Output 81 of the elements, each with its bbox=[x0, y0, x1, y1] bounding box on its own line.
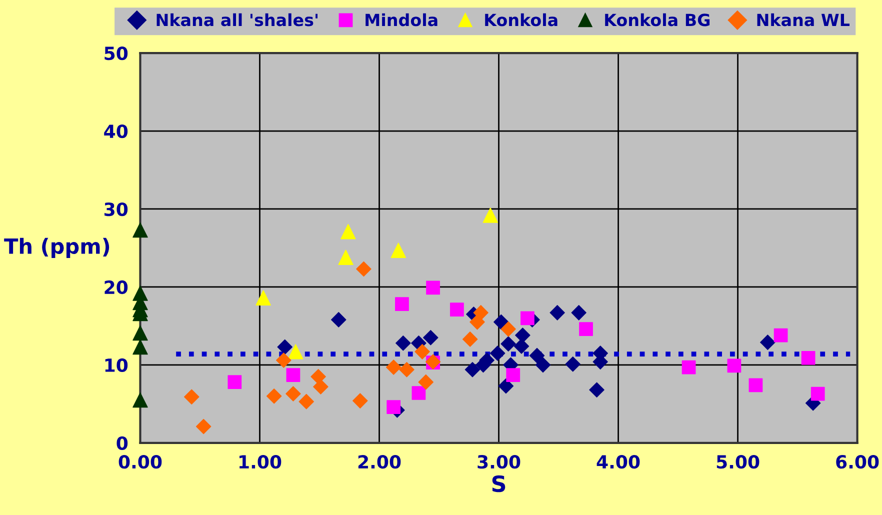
point bbox=[506, 368, 520, 382]
point bbox=[500, 336, 516, 352]
point bbox=[286, 368, 300, 382]
point bbox=[352, 393, 368, 408]
x-tick-label: 4.00 bbox=[596, 455, 640, 469]
x-tick-label: 6.00 bbox=[836, 455, 879, 469]
x-tick-label: 1.00 bbox=[240, 455, 282, 469]
legend-label: Mindola bbox=[366, 13, 438, 26]
point bbox=[682, 360, 696, 374]
point bbox=[386, 360, 402, 375]
x-tick-label: 2.00 bbox=[358, 455, 401, 469]
point bbox=[462, 332, 478, 347]
point bbox=[310, 368, 326, 384]
point bbox=[550, 305, 565, 320]
x-axis-title: S bbox=[492, 475, 506, 492]
point bbox=[228, 375, 242, 390]
point bbox=[514, 338, 530, 354]
legend-label: Konkola bbox=[485, 13, 558, 26]
point bbox=[426, 280, 440, 295]
y-tick-label: 50 bbox=[104, 46, 128, 60]
point bbox=[395, 297, 409, 312]
point bbox=[535, 357, 551, 373]
point bbox=[276, 352, 292, 368]
point bbox=[418, 374, 434, 390]
point bbox=[565, 356, 580, 372]
y-tick-label: 30 bbox=[104, 202, 128, 216]
y-tick-label: 0 bbox=[116, 436, 128, 450]
point bbox=[399, 362, 414, 378]
point bbox=[498, 378, 514, 394]
y-tick-label: 20 bbox=[104, 280, 128, 294]
point bbox=[132, 392, 148, 408]
point bbox=[132, 325, 148, 341]
point bbox=[760, 334, 776, 350]
point bbox=[256, 290, 271, 306]
x-tick-label: 3.00 bbox=[478, 455, 520, 469]
point bbox=[571, 305, 586, 320]
point bbox=[286, 386, 301, 402]
point bbox=[515, 328, 530, 343]
point bbox=[340, 224, 356, 240]
point bbox=[520, 311, 534, 326]
point bbox=[390, 242, 406, 258]
y-axis-title: Th (ppm) bbox=[4, 238, 110, 258]
point bbox=[579, 322, 593, 336]
point bbox=[748, 378, 763, 392]
point bbox=[450, 302, 464, 317]
point bbox=[313, 379, 328, 394]
point bbox=[589, 382, 604, 398]
legend-label: Konkola BG bbox=[605, 13, 710, 26]
point bbox=[386, 400, 401, 414]
point bbox=[482, 208, 498, 223]
point bbox=[414, 344, 430, 360]
point bbox=[288, 344, 304, 360]
y-tick-label: 40 bbox=[104, 124, 128, 138]
legend-label: Nkana WL bbox=[757, 13, 850, 26]
point bbox=[500, 321, 516, 337]
point bbox=[330, 312, 346, 328]
point bbox=[277, 339, 292, 355]
point bbox=[338, 250, 354, 265]
point bbox=[184, 389, 200, 405]
point bbox=[132, 339, 148, 355]
point bbox=[196, 418, 212, 434]
point bbox=[423, 330, 438, 346]
x-tick-label: 0.00 bbox=[118, 455, 162, 469]
legend-label: Nkana all 'shales' bbox=[156, 13, 318, 26]
point bbox=[266, 388, 282, 404]
point bbox=[529, 348, 545, 364]
point bbox=[727, 358, 742, 373]
point bbox=[298, 394, 314, 410]
point bbox=[494, 314, 509, 330]
point bbox=[801, 350, 816, 365]
point bbox=[396, 335, 411, 351]
point bbox=[132, 222, 148, 238]
point bbox=[464, 362, 480, 378]
point bbox=[490, 346, 506, 361]
point bbox=[356, 261, 372, 277]
x-tick-label: 5.00 bbox=[716, 455, 760, 469]
y-tick-label: 10 bbox=[105, 358, 128, 372]
point bbox=[412, 386, 426, 400]
point bbox=[810, 386, 825, 401]
point bbox=[774, 328, 788, 342]
point bbox=[473, 305, 488, 320]
